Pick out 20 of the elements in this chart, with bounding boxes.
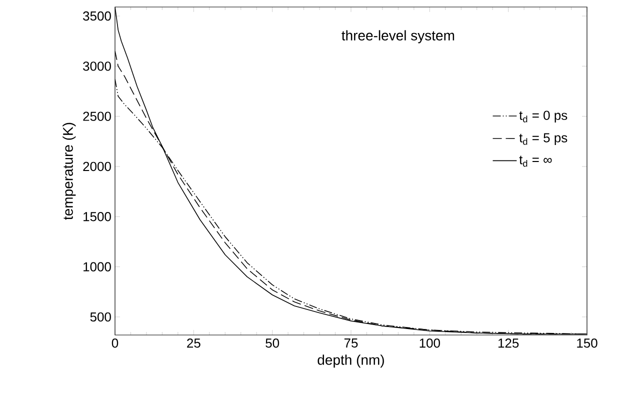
y-tick-label: 2000 [83,162,111,172]
legend-label: t$_{d}$ = ∞ [519,156,552,167]
x-tick-label: 150 [577,338,598,348]
x-tick-label: 50 [266,338,280,348]
y-tick-label: 2500 [83,112,111,121]
legend-label: t$_{d}$ = 5 ps [519,133,568,145]
y-tick-label: 1500 [84,212,111,222]
x-axis-title: depth (nm) [318,354,384,368]
annotation: three-level system [342,30,454,44]
legend-label: t$_{d}$ = 0 ps [519,110,568,122]
y-axis-title: temperature (K) [62,122,76,220]
y-tick-label: 1000 [84,262,111,272]
x-tick-label: 25 [187,338,200,348]
x-tick-label: 125 [498,338,519,348]
y-tick-label: 500 [90,312,111,322]
x-tick-label: 75 [344,338,358,348]
y-tick-label: 3000 [83,62,111,71]
y-tick-label: 3500 [83,11,111,21]
x-tick-label: 100 [420,338,440,348]
x-tick-label: 0 [112,338,118,348]
